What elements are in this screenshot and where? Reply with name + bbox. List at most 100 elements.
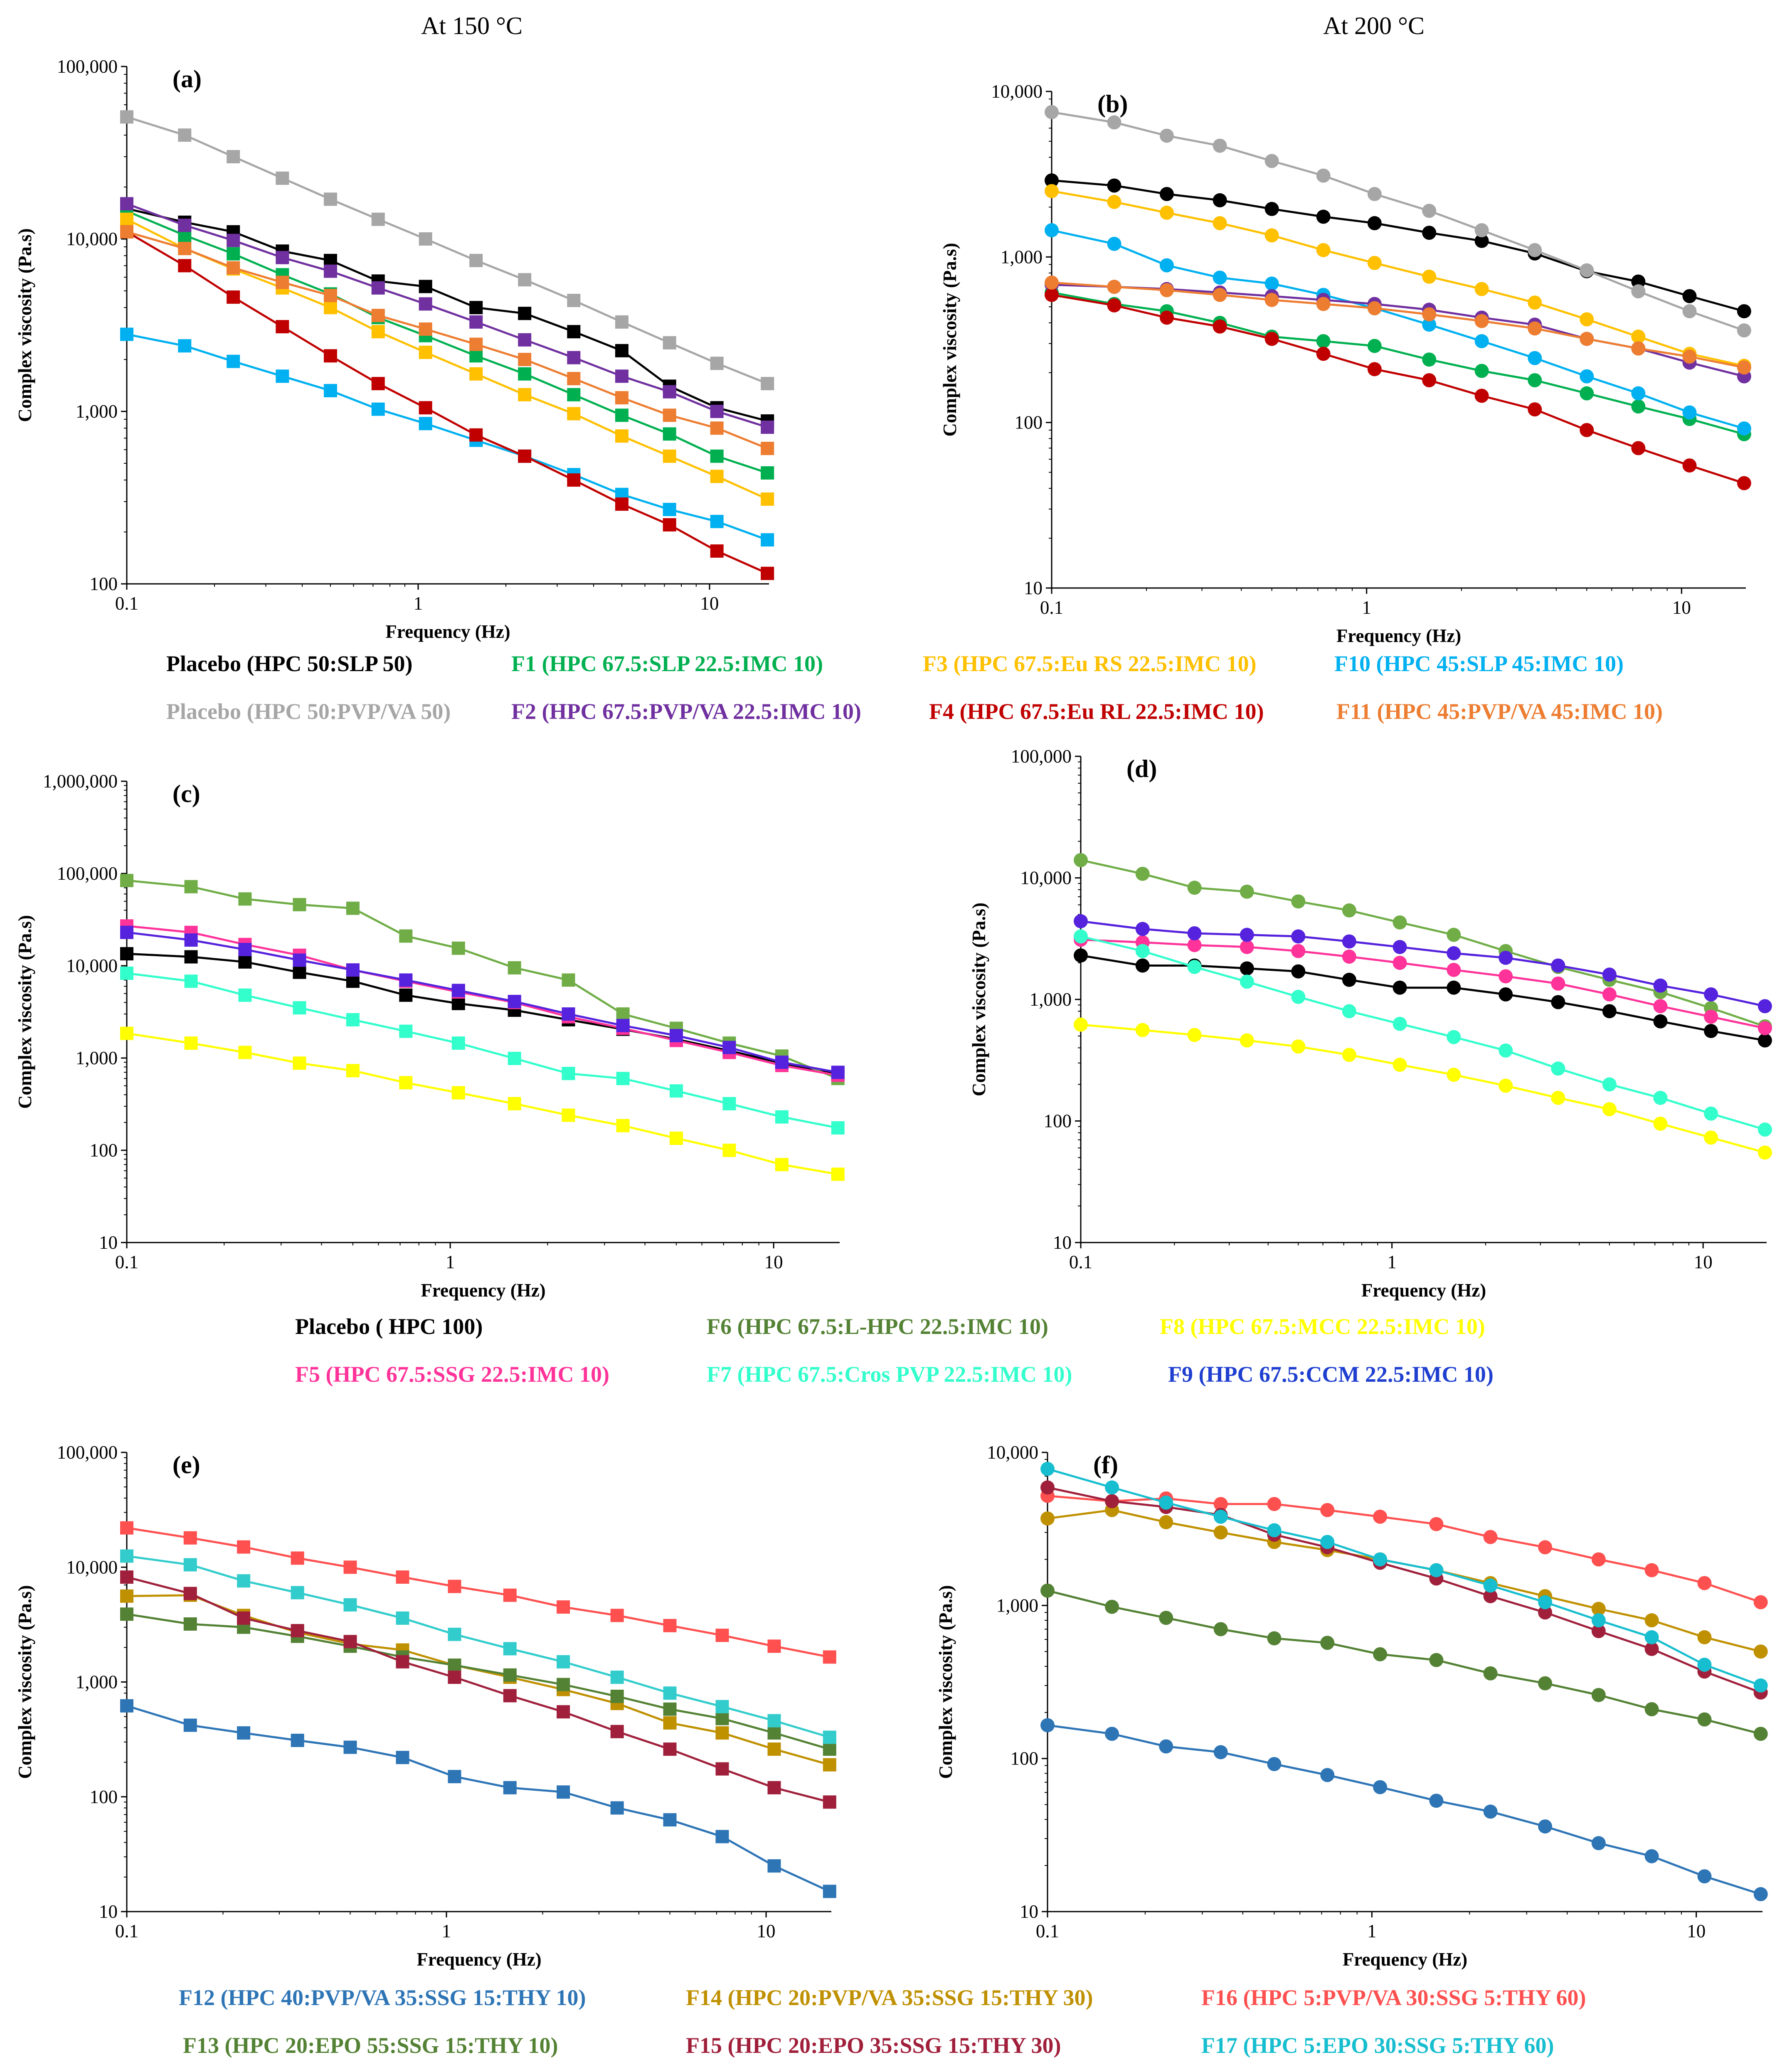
data-point xyxy=(1291,989,1306,1004)
data-point xyxy=(567,388,581,401)
series-line xyxy=(126,1594,830,1766)
y-axis-title: Complex viscosity (Pa.s) xyxy=(15,915,35,1109)
data-point xyxy=(1757,1122,1772,1137)
data-point xyxy=(120,110,133,124)
data-point xyxy=(1704,1106,1718,1121)
x-tick-label: 10 xyxy=(757,1921,776,1942)
data-point xyxy=(371,281,385,295)
data-point xyxy=(1682,289,1697,303)
data-point xyxy=(722,1144,736,1157)
data-point xyxy=(343,1560,357,1574)
data-point xyxy=(1591,1552,1606,1567)
data-point xyxy=(1474,223,1489,238)
data-point xyxy=(722,1041,736,1054)
y-axis-title: Complex viscosity (Pa.s) xyxy=(15,1585,35,1779)
series-line xyxy=(1080,935,1765,1131)
data-point xyxy=(343,1740,357,1754)
series-b-3 xyxy=(1045,223,1751,436)
series-line xyxy=(126,1576,830,1803)
data-point xyxy=(710,405,724,418)
x-tick-label: 0.1 xyxy=(1036,1921,1059,1942)
data-point xyxy=(610,1725,624,1738)
data-point xyxy=(227,234,240,247)
data-point xyxy=(419,322,432,336)
data-point xyxy=(1159,1611,1173,1625)
data-point xyxy=(610,1690,624,1703)
series-b-1 xyxy=(1045,285,1751,441)
panel-e: 10 100 1,000 10,000 100,000 0.1 1 10 Frequency (… xyxy=(15,1442,836,1970)
data-point xyxy=(1393,1016,1407,1031)
data-point xyxy=(1105,1727,1119,1741)
data-point xyxy=(1528,351,1542,365)
data-point xyxy=(469,428,483,442)
data-point xyxy=(1159,1515,1173,1529)
data-point xyxy=(1187,960,1202,974)
series-line xyxy=(126,925,838,1076)
data-point xyxy=(1422,226,1437,240)
data-point xyxy=(1240,1033,1254,1048)
data-point xyxy=(291,1586,304,1600)
data-point xyxy=(419,232,432,246)
data-point xyxy=(1264,276,1279,291)
series-e-5 xyxy=(120,1549,836,1744)
data-point xyxy=(1320,1503,1335,1517)
data-point xyxy=(557,1705,570,1719)
data-point xyxy=(1320,1636,1335,1650)
data-point xyxy=(567,351,581,364)
series-line xyxy=(1080,920,1765,1007)
data-point xyxy=(1753,1595,1768,1609)
data-point xyxy=(399,1024,413,1038)
data-point xyxy=(1474,234,1489,248)
series-b-6 xyxy=(1045,288,1751,490)
data-point xyxy=(1429,1653,1444,1667)
data-point xyxy=(1474,334,1489,348)
data-point xyxy=(1159,187,1174,201)
data-point xyxy=(183,1558,197,1572)
data-point xyxy=(291,1624,304,1637)
data-point xyxy=(710,421,724,435)
data-point xyxy=(1422,352,1437,367)
data-point xyxy=(343,1635,357,1649)
data-point xyxy=(1422,269,1437,284)
legend-3: F12 (HPC 40:PVP/VA 35:SSG 15:THY 10) F14 … xyxy=(179,1985,1586,2058)
x-tick-label: 10 xyxy=(1694,1252,1713,1272)
data-point xyxy=(1267,1523,1282,1538)
data-point xyxy=(1644,1613,1659,1628)
data-point xyxy=(1045,105,1059,119)
data-point xyxy=(371,325,385,339)
data-point xyxy=(120,1589,133,1603)
x-tick-label: 10 xyxy=(1672,597,1691,618)
data-point xyxy=(1538,1595,1553,1609)
series-d-5 xyxy=(1074,914,1772,1014)
y-tick-label: 1,000 xyxy=(76,1048,118,1068)
data-point xyxy=(1483,1666,1498,1681)
data-point xyxy=(1107,298,1121,313)
legend-entry: F15 (HPC 20:EPO 35:SSG 15:THY 30) xyxy=(686,2033,1061,2058)
data-point xyxy=(120,327,133,341)
y-tick-label: 10 xyxy=(1053,1232,1072,1253)
data-point xyxy=(503,1781,517,1794)
panel-label: (a) xyxy=(173,65,202,93)
data-point xyxy=(238,1046,252,1059)
series-line xyxy=(126,1527,830,1658)
series-line xyxy=(126,210,768,474)
data-point xyxy=(1040,1462,1055,1476)
data-point xyxy=(1602,1077,1617,1092)
y-axis-title: Complex viscosity (Pa.s) xyxy=(15,228,35,422)
data-point xyxy=(503,1668,517,1682)
data-point xyxy=(346,1013,360,1026)
x-tick-label: 10 xyxy=(700,593,719,614)
data-point xyxy=(503,1588,517,1602)
y-tick-label: 1,000 xyxy=(76,1672,118,1693)
data-point xyxy=(1697,1657,1712,1672)
data-point xyxy=(448,1770,461,1784)
series-b-4 xyxy=(1045,105,1751,338)
data-point xyxy=(1644,1641,1659,1656)
series-line xyxy=(1047,1486,1761,1694)
series-a-7 xyxy=(120,225,774,455)
data-point xyxy=(615,315,629,329)
data-point xyxy=(1159,258,1174,273)
data-point xyxy=(508,961,521,974)
data-point xyxy=(1107,194,1121,209)
data-point xyxy=(1474,389,1489,403)
